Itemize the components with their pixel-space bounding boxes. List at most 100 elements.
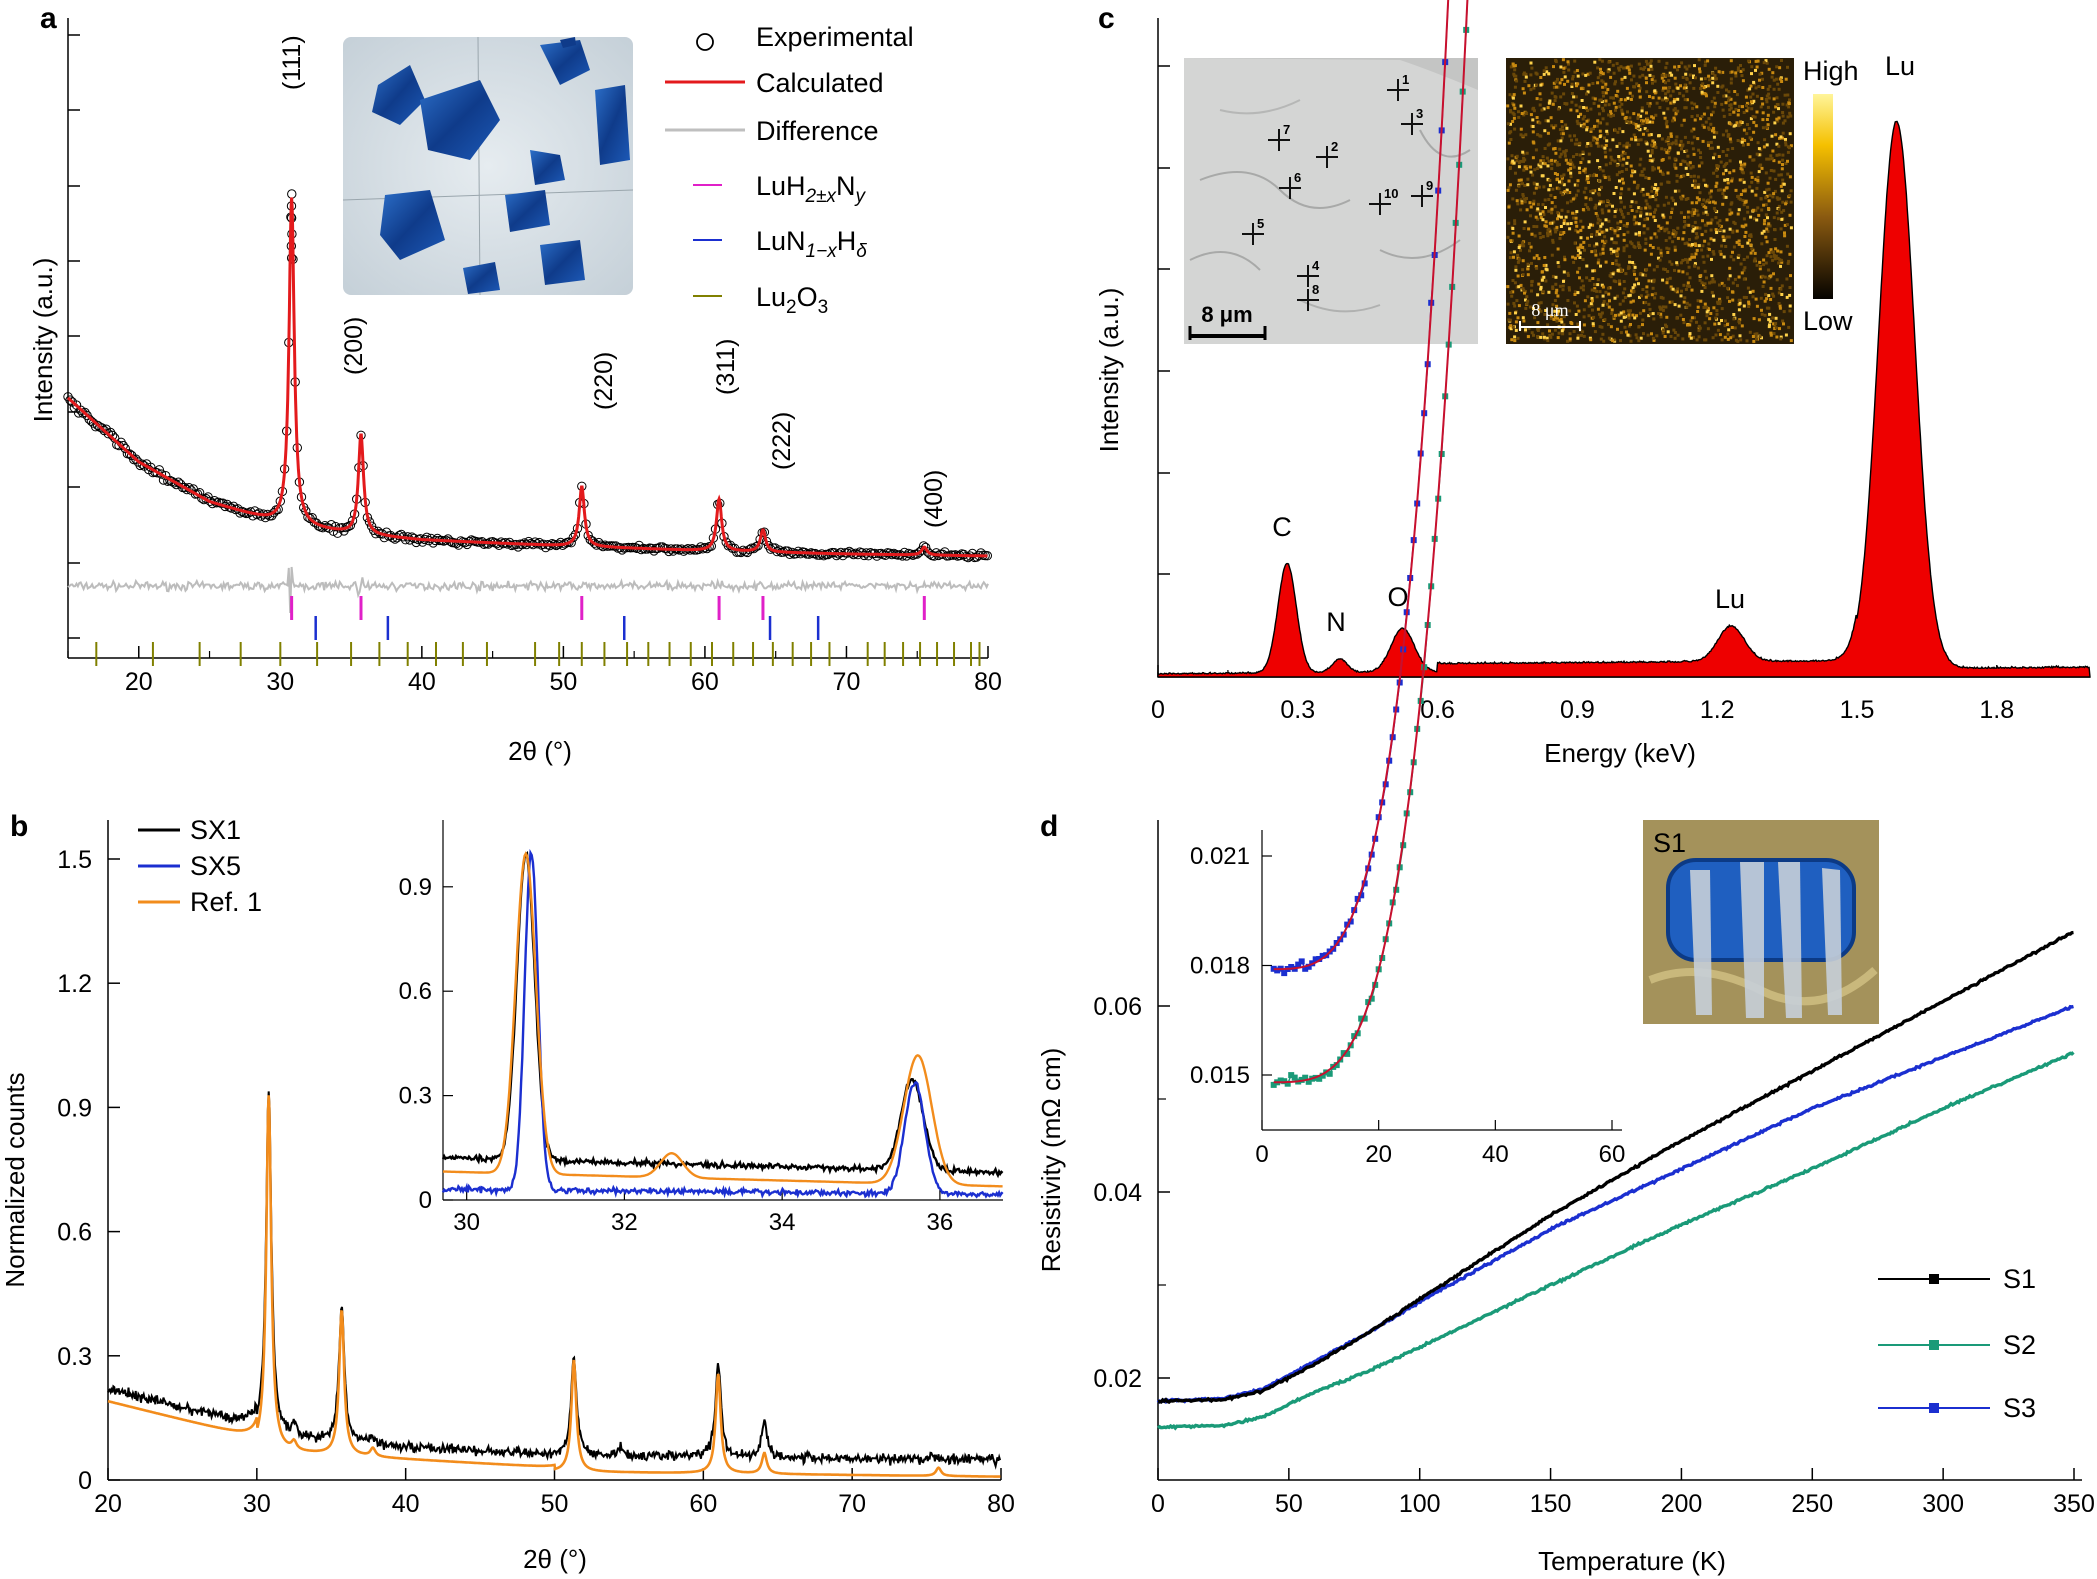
- panel-c-map-pixel: [1587, 152, 1591, 156]
- panel-c-map-pixel: [1543, 198, 1547, 202]
- panel-c-map-pixel: [1685, 67, 1689, 71]
- panel-c-map-pixel: [1752, 259, 1756, 263]
- panel-c-map-pixel: [1592, 127, 1595, 131]
- panel-c-map-pixel: [1716, 302, 1720, 305]
- panel-c-map-pixel: [1529, 214, 1532, 218]
- panel-c-map-pixel: [1625, 161, 1629, 165]
- panel-c-map-pixel: [1598, 112, 1601, 116]
- panel-c-map-pixel: [1546, 231, 1549, 235]
- panel-c-map-pixel: [1586, 181, 1590, 184]
- panel-c-map-pixel: [1554, 124, 1558, 128]
- panel-c-map-pixel: [1693, 183, 1697, 187]
- panel-c-map-pixel: [1776, 197, 1780, 201]
- panel-c-map-pixel: [1763, 138, 1767, 142]
- panel-c-map-pixel: [1525, 151, 1529, 155]
- panel-d-inset-point: [1319, 1072, 1326, 1079]
- panel-c-map-pixel: [1559, 232, 1562, 236]
- panel-c-map-pixel: [1605, 122, 1609, 126]
- panel-c-map-pixel: [1523, 291, 1526, 295]
- panel-c-map-pixel: [1781, 319, 1785, 323]
- panel-c-map-pixel: [1763, 299, 1767, 303]
- panel-c-map-pixel: [1738, 318, 1742, 322]
- panel-c-map-pixel: [1788, 175, 1792, 179]
- panel-a-experimental-point: [736, 547, 746, 558]
- panel-c-y-ticks: [1158, 65, 1170, 575]
- panel-c-map-pixel: [1746, 123, 1749, 126]
- panel-c-map-pixel: [1776, 119, 1780, 123]
- panel-c-map-pixel: [1613, 82, 1617, 86]
- panel-c-map-pixel: [1575, 84, 1578, 88]
- panel-d-legend-label: S1: [2003, 1264, 2036, 1294]
- panel-c-map-pixel: [1553, 328, 1557, 332]
- panel-c-map-pixel: [1540, 276, 1544, 280]
- panel-c-map-pixel: [1646, 118, 1650, 122]
- panel-c-map-pixel: [1559, 179, 1563, 183]
- panel-c-map-pixel: [1697, 58, 1701, 62]
- panel-c-x-tick-label: 1.8: [1979, 696, 2014, 724]
- panel-c-map-pixel: [1600, 144, 1604, 148]
- panel-c-map-pixel: [1773, 189, 1777, 193]
- panel-c-map-pixel: [1765, 157, 1769, 161]
- panel-c-map-pixel: [1547, 209, 1551, 213]
- panel-c-map-pixel: [1700, 83, 1704, 87]
- panel-c-map-pixel: [1562, 315, 1566, 319]
- panel-a-peak-label: (400): [920, 470, 948, 528]
- panel-c-map-pixel: [1695, 201, 1699, 205]
- panel-c-map-pixel: [1587, 304, 1591, 308]
- panel-c-map-pixel: [1789, 339, 1793, 343]
- panel-c-map-pixel: [1526, 273, 1530, 277]
- panel-c-map-pixel: [1638, 272, 1642, 276]
- panel-c-map-pixel: [1678, 91, 1682, 95]
- panel-c-map-pixel: [1777, 291, 1781, 295]
- panel-c-map-pixel: [1761, 86, 1765, 89]
- panel-c-map-pixel: [1711, 110, 1715, 114]
- panel-c-map-pixel: [1567, 168, 1571, 172]
- panel-c-map-pixel: [1631, 313, 1635, 317]
- panel-c-map-pixel: [1615, 164, 1619, 168]
- panel-c-map-pixel: [1566, 60, 1570, 64]
- panel-c-map-pixel: [1512, 301, 1516, 305]
- panel-c-map-pixel: [1649, 64, 1653, 68]
- panel-c-map-pixel: [1781, 153, 1785, 157]
- panel-c-map-pixel: [1729, 77, 1733, 81]
- panel-c-map-pixel: [1522, 134, 1525, 138]
- panel-c-map-pixel: [1778, 77, 1782, 81]
- panel-c-map-pixel: [1632, 263, 1636, 266]
- panel-c-map-pixel: [1582, 169, 1586, 173]
- panel-c-map-pixel: [1577, 266, 1581, 270]
- panel-c-map-pixel: [1530, 289, 1533, 293]
- panel-c-map-pixel: [1662, 79, 1666, 83]
- panel-c-map-pixel: [1712, 280, 1716, 284]
- panel-c-map-pixel: [1706, 141, 1710, 145]
- panel-c-map-pixel: [1625, 167, 1628, 171]
- panel-c-map-pixel: [1711, 200, 1715, 204]
- panel-c-map-pixel: [1587, 160, 1591, 164]
- panel-c-map-pixel: [1726, 323, 1729, 326]
- panel-c-map-pixel: [1576, 291, 1580, 295]
- panel-c-map-pixel: [1542, 107, 1546, 111]
- panel-c-map-pixel: [1661, 278, 1665, 282]
- panel-d-plot-area: [1156, 930, 2075, 1431]
- panel-c-map-pixel: [1775, 103, 1779, 106]
- panel-c-map-pixel: [1618, 99, 1622, 103]
- panel-c-map-pixel: [1562, 183, 1566, 187]
- panel-c-map-pixel: [1739, 69, 1743, 73]
- panel-c-map-pixel: [1573, 134, 1576, 138]
- panel-c-map-pixel: [1513, 127, 1517, 131]
- panel-c-map-pixel: [1603, 176, 1607, 179]
- panel-a-x-tick-label: 60: [691, 668, 719, 696]
- panel-c-map-pixel: [1526, 335, 1530, 339]
- panel-c-map-pixel: [1635, 82, 1639, 86]
- panel-c-map-pixel: [1517, 161, 1521, 165]
- panel-c-map-pixel: [1699, 77, 1703, 81]
- panel-c-map-pixel: [1531, 130, 1535, 134]
- panel-c-map-pixel: [1534, 186, 1538, 190]
- panel-c-map-pixel: [1686, 258, 1690, 262]
- panel-c-map-pixel: [1619, 331, 1623, 335]
- panel-c-map-pixel: [1610, 251, 1613, 255]
- panel-c-map-pixel: [1640, 106, 1644, 110]
- panel-c-map-pixel: [1700, 115, 1704, 118]
- panel-c-map-pixel: [1616, 226, 1620, 230]
- panel-c-map-pixel: [1591, 308, 1594, 312]
- panel-c-map-pixel: [1762, 145, 1766, 149]
